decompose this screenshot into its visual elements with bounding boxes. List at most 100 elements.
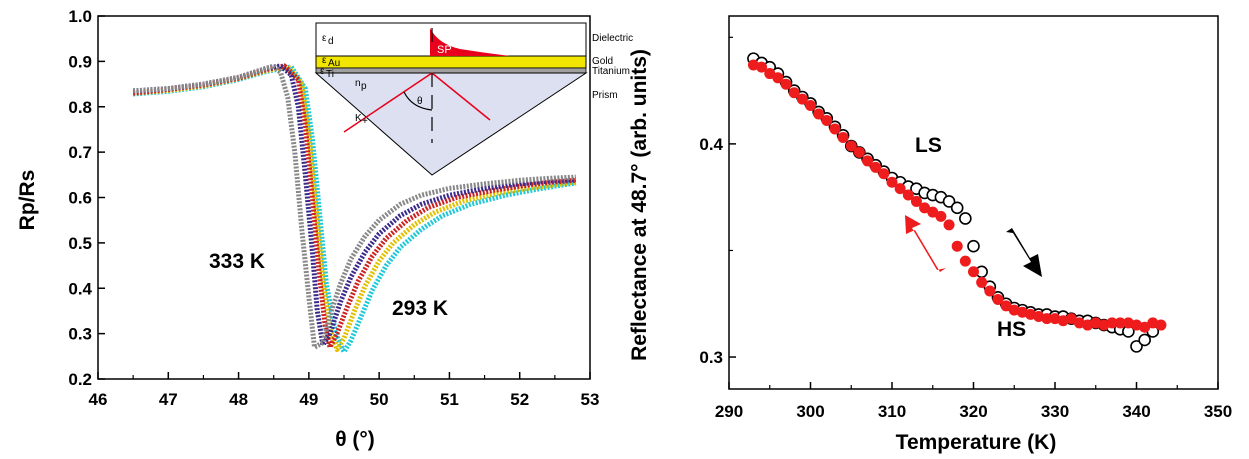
inset-k-sub: + — [362, 116, 368, 127]
ls-data-point — [1130, 340, 1143, 353]
hs-data-point — [943, 219, 955, 231]
right-plot-frame — [728, 15, 1219, 390]
inset-sp-label: SP — [437, 44, 452, 56]
hs-data-point — [1041, 313, 1053, 325]
right-x-tick-label: 310 — [878, 402, 906, 421]
right-x-tick-label: 350 — [1204, 402, 1232, 421]
left-y-tick-label: 1.0 — [68, 7, 92, 26]
left-x-tick-label: 47 — [159, 390, 178, 409]
left-x-tick-label: 46 — [89, 390, 108, 409]
inset-layer-gold: Gold — [592, 56, 613, 67]
ls-data-point — [1138, 333, 1151, 347]
inset-n-p-sub: p — [361, 81, 367, 92]
hs-data-point — [878, 168, 890, 180]
hs-data-point — [756, 61, 768, 73]
inset-incident-beam — [343, 72, 433, 133]
hs-data-point — [796, 93, 808, 105]
right-heating-arrow — [1006, 228, 1042, 277]
inset-k-label: K — [355, 113, 362, 124]
hs-data-point — [886, 176, 898, 188]
hs-data-point — [845, 140, 857, 152]
right-x-tick-label: 290 — [715, 402, 743, 421]
ls-data-point — [950, 201, 964, 215]
hs-data-point — [1000, 300, 1012, 312]
left-x-tick-label: 51 — [440, 390, 459, 409]
hs-data-point — [764, 68, 776, 80]
left-y-tick-label: 0.6 — [68, 189, 92, 208]
right-series-group — [747, 52, 1167, 353]
hs-data-point — [910, 195, 922, 207]
inset-layer-prism: Prism — [592, 90, 618, 101]
left-plot: 46 47 48 49 50 51 52 53 0.2 0.3 0.4 0.5 0.6 0.7 0.8 0.9… — [16, 7, 633, 451]
hs-data-point — [862, 155, 874, 167]
right-cooling-arrow — [905, 215, 946, 272]
left-x-tick-label: 50 — [370, 390, 389, 409]
hs-data-point — [805, 100, 816, 112]
ls-data-point — [959, 212, 972, 225]
left-x-axis-title: θ (°) — [335, 428, 375, 451]
inset-gold-layer — [315, 55, 587, 69]
inset-layer-dielectric: Dielectric — [592, 33, 633, 44]
left-ticks: 46 47 48 49 50 51 52 53 0.2 0.3 0.4 0.5 0.6 0.7 0.8 0.9… — [68, 7, 599, 409]
left-x-tick-label: 48 — [229, 390, 248, 409]
inset-titanium-layer — [315, 67, 587, 74]
inset-sp-wave — [430, 28, 510, 56]
inset-schematic: SP θ ε d ε Au ε Ti n p K + Dielectric Go… — [314, 22, 633, 176]
inset-eps-ti: ε — [320, 66, 325, 77]
left-x-tick-label: 52 — [510, 390, 529, 409]
hs-data-point — [919, 202, 931, 214]
hs-data-point — [837, 131, 849, 143]
hs-data-point — [772, 72, 784, 84]
right-x-tick-label: 300 — [796, 402, 824, 421]
inset-angle-arc — [403, 91, 433, 111]
inset-n-p: n — [355, 78, 361, 89]
hs-data-point — [902, 189, 914, 201]
right-x-axis-title: Temperature (K) — [896, 431, 1057, 454]
hs-data-point — [1065, 313, 1077, 325]
left-y-tick-label: 0.5 — [68, 234, 92, 253]
right-x-tick-label: 330 — [1041, 402, 1069, 421]
right-y-axis-title: Reflectance at 48.7° (arb. units) — [628, 49, 651, 361]
right-ticks: 290 300 310 320 330 340 350 0.3 0.4 — [699, 36, 1232, 421]
left-x-tick-label: 49 — [299, 390, 318, 409]
hs-data-point — [813, 108, 825, 120]
inset-theta-label: θ — [417, 96, 423, 107]
inset-eps-ti-sub: Ti — [326, 69, 334, 80]
ls-data-point — [967, 239, 980, 253]
hs-data-point — [927, 206, 939, 218]
hs-data-point — [1139, 321, 1151, 333]
left-y-tick-label: 0.9 — [68, 52, 92, 71]
inset-eps-d-sub: d — [328, 36, 334, 47]
left-y-tick-label: 0.8 — [68, 98, 92, 117]
left-y-tick-label: 0.4 — [68, 279, 92, 298]
hs-data-point — [821, 114, 833, 126]
inset-reflected-beam — [431, 72, 491, 121]
inset-eps-d: ε — [322, 33, 327, 44]
hs-data-point — [992, 293, 1004, 305]
ls-data-point — [942, 195, 956, 208]
inset-eps-au-sub: Au — [328, 58, 340, 69]
hs-data-point — [1106, 317, 1118, 329]
hs-data-point — [780, 78, 792, 90]
right-annotation-hs: HS — [997, 318, 1026, 341]
hs-data-point — [968, 266, 979, 278]
left-y-tick-label: 0.3 — [68, 325, 92, 344]
right-x-tick-label: 340 — [1122, 402, 1150, 421]
hs-data-point — [788, 87, 800, 99]
left-annotation-hot: 333 K — [209, 250, 265, 273]
inset-eps-au: ε — [322, 55, 327, 66]
left-y-tick-label: 0.2 — [68, 370, 92, 389]
hs-data-point — [984, 285, 996, 297]
hs-data-point — [951, 240, 963, 252]
left-x-tick-label: 53 — [581, 390, 600, 409]
hs-data-point — [829, 123, 841, 135]
hs-data-point — [935, 210, 947, 222]
right-annotation-ls: LS — [915, 134, 942, 157]
hs-data-point — [1114, 317, 1126, 329]
hs-data-point — [976, 276, 988, 288]
hs-data-point — [959, 255, 971, 267]
hs-data-point — [1155, 319, 1167, 331]
right-y-tick-label: 0.3 — [699, 348, 723, 367]
right-x-tick-label: 320 — [959, 402, 987, 421]
inset-prism — [314, 72, 588, 176]
